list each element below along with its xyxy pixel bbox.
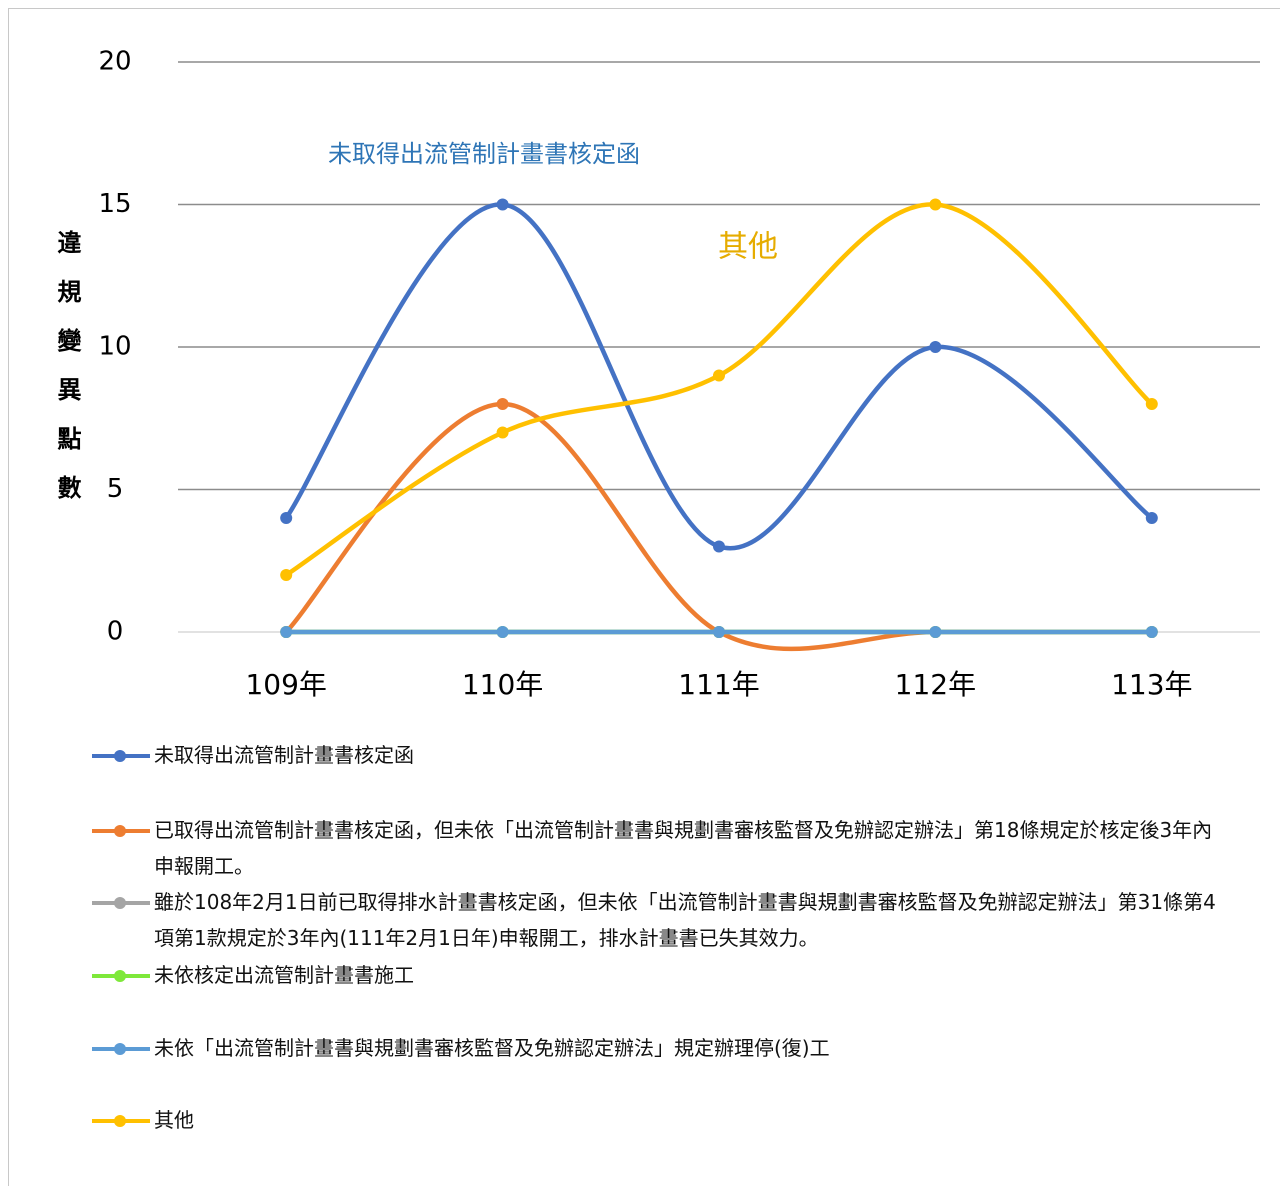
series-line [284,202,1154,577]
point [1145,398,1158,410]
series-line [284,202,1154,551]
point [496,626,509,638]
legend-marker [114,1043,126,1055]
point [496,398,509,410]
legend-item: 未依「出流管制計畫書與規劃書審核監督及免辦認定辦法」規定辦理停(復)工 [92,1030,1232,1066]
legend-marker [114,897,126,909]
legend-swatch [92,825,150,837]
point [929,341,942,353]
x-tick-label: 112年 [895,668,976,701]
legend-marker [114,970,126,982]
point [713,540,725,553]
point [713,369,725,382]
legend-item: 未依核定出流管制計畫書施工 [92,957,1232,993]
legend-item: 雖於108年2月1日前已取得排水計畫書核定函，但未依「出流管制計畫書與規劃書審核… [92,884,1232,956]
legend-label: 雖於108年2月1日前已取得排水計畫書核定函，但未依「出流管制計畫書與規劃書審核… [154,890,1216,950]
point [280,569,293,581]
legend-swatch [92,897,150,909]
legend-marker [114,825,126,837]
legend-item: 未取得出流管制計畫書核定函 [92,737,1232,773]
y-tick-label: 0 [107,617,124,647]
y-axis-label: 違規變異點數 [53,230,81,524]
x-tick-label: 109年 [245,668,326,701]
legend-marker [114,750,126,762]
point [1145,512,1158,524]
legend-label: 已取得出流管制計畫書核定函，但未依「出流管制計畫書與規劃書審核監督及免辦認定辦法… [154,818,1213,878]
y-tick-label: 5 [107,474,124,504]
point [280,512,293,524]
point [1145,626,1158,638]
legend-label: 未依核定出流管制計畫書施工 [154,963,414,987]
point [496,426,509,439]
annotation: 其他 [718,230,778,265]
y-tick-label: 20 [98,47,131,77]
y-tick-label: 15 [98,189,131,219]
legend-swatch [92,970,150,982]
x-tick-label: 113年 [1111,668,1192,701]
legend-label: 未依「出流管制計畫書與規劃書審核監督及免辦認定辦法」規定辦理停(復)工 [154,1036,830,1060]
annotation: 未取得出流管制計畫書核定函 [328,140,640,168]
point [929,626,942,638]
chart-border [8,8,1280,1186]
legend-marker [114,1115,126,1127]
legend-swatch [92,1115,150,1127]
point [280,626,293,638]
y-tick-label: 10 [98,332,131,362]
legend-item: 其他 [92,1102,1232,1138]
legend-swatch [92,750,150,762]
legend-item: 已取得出流管制計畫書核定函，但未依「出流管制計畫書與規劃書審核監督及免辦認定辦法… [92,812,1232,884]
legend-swatch [92,1043,150,1055]
point [929,198,942,211]
legend-label: 未取得出流管制計畫書核定函 [154,743,414,767]
point [713,626,725,638]
x-tick-label: 110年 [462,668,543,701]
series-line [284,401,1152,652]
point [496,198,509,211]
x-tick-label: 111年 [678,668,759,701]
legend-label: 其他 [154,1108,194,1132]
